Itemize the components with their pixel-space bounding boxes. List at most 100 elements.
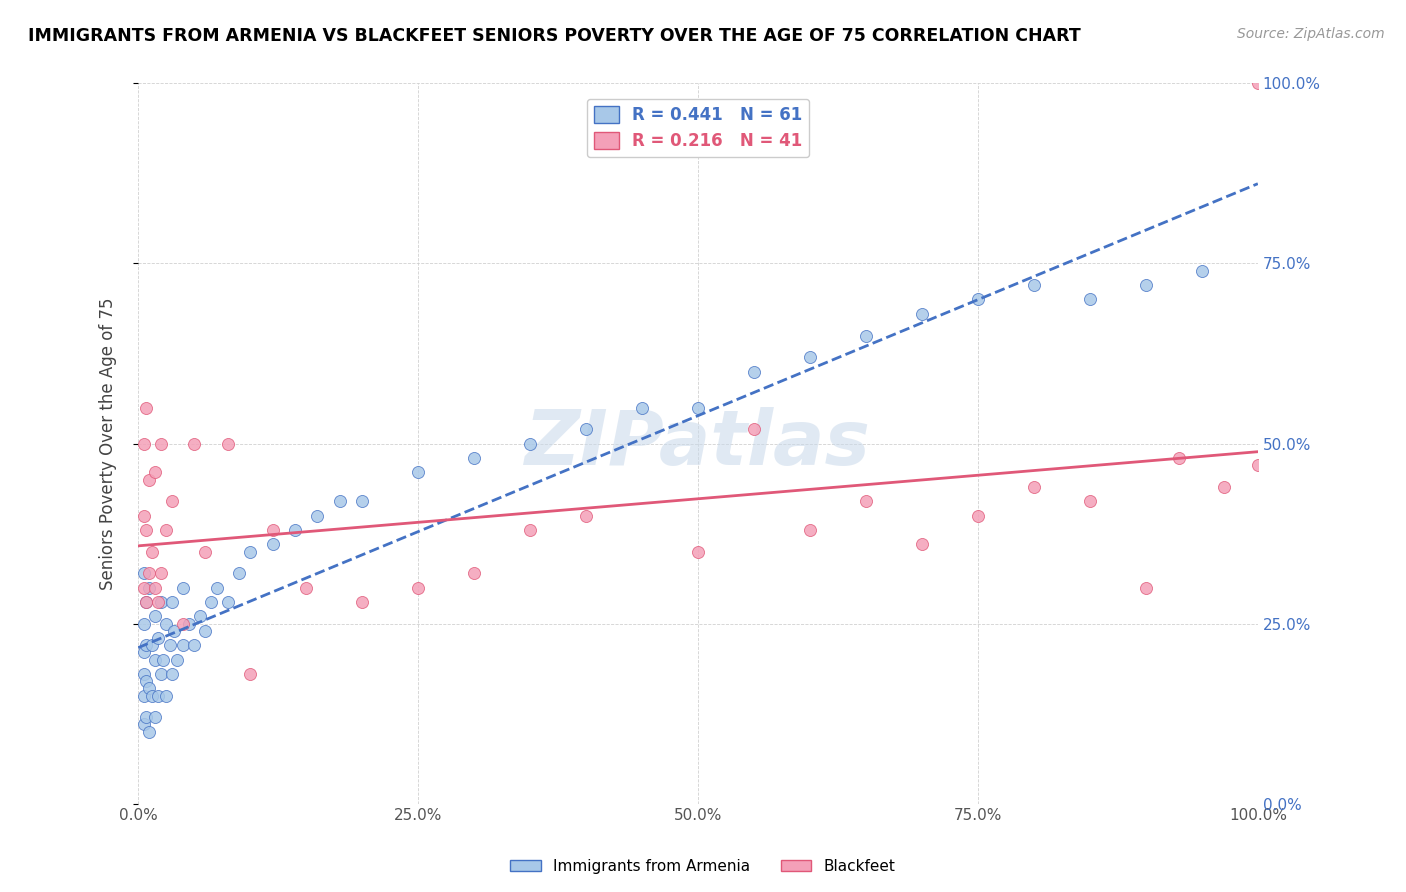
Point — [262, 523, 284, 537]
Point — [135, 710, 157, 724]
Point — [138, 581, 160, 595]
Point — [1022, 278, 1045, 293]
Point — [132, 645, 155, 659]
Point — [135, 638, 157, 652]
Point — [138, 681, 160, 696]
Point — [143, 710, 166, 724]
Point — [135, 401, 157, 415]
Point — [172, 638, 194, 652]
Point — [967, 293, 990, 307]
Point — [143, 581, 166, 595]
Point — [132, 667, 155, 681]
Point — [160, 494, 183, 508]
Text: Source: ZipAtlas.com: Source: ZipAtlas.com — [1237, 27, 1385, 41]
Point — [631, 401, 654, 415]
Point — [143, 466, 166, 480]
Point — [149, 667, 172, 681]
Point — [575, 508, 598, 523]
Point — [1168, 450, 1191, 465]
Point — [155, 616, 177, 631]
Point — [138, 566, 160, 581]
Point — [228, 566, 250, 581]
Point — [575, 422, 598, 436]
Point — [217, 595, 239, 609]
Point — [138, 724, 160, 739]
Y-axis label: Seniors Poverty Over the Age of 75: Seniors Poverty Over the Age of 75 — [100, 297, 117, 590]
Point — [148, 689, 170, 703]
Point — [135, 523, 157, 537]
Point — [1078, 494, 1101, 508]
Point — [149, 436, 172, 450]
Point — [135, 595, 157, 609]
Point — [132, 508, 155, 523]
Point — [148, 631, 170, 645]
Point — [135, 674, 157, 689]
Point — [132, 616, 155, 631]
Legend: R = 0.441   N = 61, R = 0.216   N = 41: R = 0.441 N = 61, R = 0.216 N = 41 — [588, 99, 808, 157]
Point — [141, 544, 163, 558]
Point — [205, 581, 228, 595]
Point — [352, 494, 374, 508]
Point — [855, 328, 877, 343]
Point — [1022, 480, 1045, 494]
Point — [194, 544, 217, 558]
Point — [262, 537, 284, 551]
Point — [911, 537, 934, 551]
Point — [967, 508, 990, 523]
Point — [855, 494, 877, 508]
Point — [742, 364, 765, 378]
Point — [1247, 458, 1270, 472]
Point — [799, 523, 821, 537]
Point — [406, 466, 429, 480]
Point — [183, 436, 205, 450]
Point — [1135, 278, 1157, 293]
Point — [1213, 480, 1236, 494]
Point — [138, 473, 160, 487]
Point — [200, 595, 222, 609]
Point — [177, 616, 200, 631]
Point — [1247, 77, 1270, 91]
Point — [295, 581, 318, 595]
Point — [132, 689, 155, 703]
Point — [352, 595, 374, 609]
Point — [149, 566, 172, 581]
Point — [155, 523, 177, 537]
Text: IMMIGRANTS FROM ARMENIA VS BLACKFEET SENIORS POVERTY OVER THE AGE OF 75 CORRELAT: IMMIGRANTS FROM ARMENIA VS BLACKFEET SEN… — [28, 27, 1081, 45]
Point — [1135, 581, 1157, 595]
Point — [406, 581, 429, 595]
Point — [911, 307, 934, 321]
Point — [799, 350, 821, 364]
Point — [141, 689, 163, 703]
Point — [135, 595, 157, 609]
Point — [307, 508, 329, 523]
Point — [163, 624, 186, 638]
Point — [239, 544, 262, 558]
Point — [132, 581, 155, 595]
Point — [141, 638, 163, 652]
Point — [686, 544, 709, 558]
Point — [152, 652, 174, 666]
Text: ZIPatlas: ZIPatlas — [524, 407, 870, 481]
Point — [463, 450, 485, 465]
Point — [463, 566, 485, 581]
Point — [188, 609, 211, 624]
Point — [155, 689, 177, 703]
Point — [183, 638, 205, 652]
Point — [160, 595, 183, 609]
Point — [159, 638, 181, 652]
Point — [217, 436, 239, 450]
Point — [143, 652, 166, 666]
Point — [519, 523, 541, 537]
Point — [166, 652, 188, 666]
Legend: Immigrants from Armenia, Blackfeet: Immigrants from Armenia, Blackfeet — [505, 853, 901, 880]
Point — [686, 401, 709, 415]
Point — [132, 717, 155, 731]
Point — [149, 595, 172, 609]
Point — [194, 624, 217, 638]
Point — [132, 436, 155, 450]
Point — [1191, 263, 1213, 277]
Point — [143, 609, 166, 624]
Point — [284, 523, 307, 537]
Point — [742, 422, 765, 436]
Point — [172, 616, 194, 631]
